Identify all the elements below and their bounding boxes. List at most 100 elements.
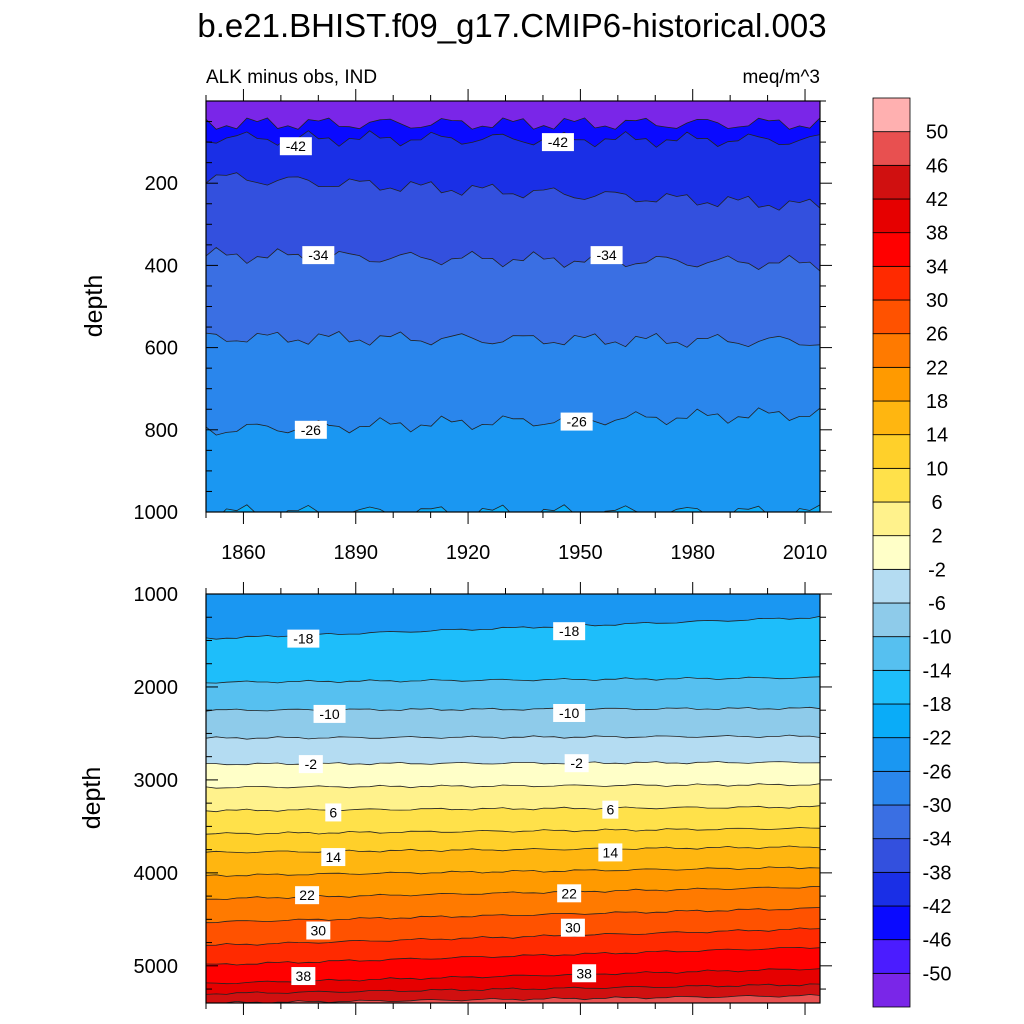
colorbar-label--10: -10 — [923, 627, 952, 649]
upper-y-axis-label: depth — [80, 275, 108, 338]
upper-y-tick-1000: 1000 — [134, 502, 179, 524]
upper-contour-label: -34 — [302, 246, 335, 265]
colorbar-label-26: 26 — [926, 324, 948, 346]
lower-contour--10 — [206, 734, 820, 740]
colorbar-label--34: -34 — [923, 829, 952, 851]
lower-contour--2 — [206, 783, 820, 789]
colorbar-box — [872, 770, 911, 806]
colorbar-box — [872, 568, 911, 604]
svg-text:-26: -26 — [301, 422, 321, 438]
upper-contour-label: -34 — [590, 246, 623, 265]
lower-contour-label: 6 — [602, 800, 619, 819]
colorbar-label-14: 14 — [926, 425, 948, 447]
upper-contour-label: -26 — [294, 420, 327, 439]
upper-y-tick-200: 200 — [145, 173, 178, 195]
colorbar-box — [872, 636, 911, 671]
svg-text:-34: -34 — [596, 247, 616, 263]
colorbar-label--22: -22 — [923, 728, 952, 750]
svg-text:-42: -42 — [548, 134, 568, 150]
colorbar-box — [872, 602, 911, 638]
colorbar-label-46: 46 — [926, 155, 948, 177]
svg-text:6: 6 — [606, 802, 614, 818]
colorbar-box — [872, 97, 911, 133]
colorbar-label--2: -2 — [928, 559, 946, 581]
svg-text:-26: -26 — [567, 414, 587, 430]
colorbar-label-42: 42 — [926, 189, 948, 211]
lower-y-tick-4000: 4000 — [134, 863, 179, 885]
lower-contour-38 — [206, 983, 820, 995]
lower-contour-label: -10 — [553, 703, 586, 722]
lower-contour-10 — [206, 845, 820, 854]
lower-contour-label: 38 — [572, 964, 597, 983]
x-tick-2010: 2010 — [783, 542, 828, 564]
colorbar-label-10: 10 — [926, 458, 948, 480]
colorbar-box — [872, 434, 911, 469]
x-tick-1860: 1860 — [221, 542, 266, 564]
upper-contour-label: -42 — [279, 137, 312, 156]
upper-contour--50 — [206, 117, 820, 130]
colorbar-box — [872, 703, 911, 739]
svg-text:30: 30 — [311, 922, 327, 938]
colorbar-label-6: 6 — [931, 492, 942, 514]
lower-contour--18 — [206, 676, 820, 684]
colorbar-box — [872, 366, 911, 402]
colorbar-label-18: 18 — [926, 391, 948, 413]
lower-contour-42 — [212, 994, 820, 1003]
lower-contour-label: -18 — [553, 622, 586, 641]
colorbar-label-2: 2 — [931, 526, 942, 548]
svg-text:22: 22 — [299, 887, 315, 903]
lower-y-tick-5000: 5000 — [134, 956, 179, 978]
lower-contour--14 — [206, 706, 820, 712]
colorbar-label--6: -6 — [928, 593, 946, 615]
colorbar-box — [872, 535, 911, 570]
svg-text:14: 14 — [603, 844, 619, 860]
svg-text:-18: -18 — [293, 631, 313, 647]
colorbar-box — [872, 265, 911, 301]
colorbar-label-38: 38 — [926, 223, 948, 245]
lower-panel: 1000 2000 3000 4000 5000 -18 -18 -10 -10 -2 -2 6 6 14… — [134, 582, 832, 1015]
colorbar-label--38: -38 — [923, 862, 952, 884]
lower-contour-label: 22 — [295, 886, 320, 905]
svg-text:22: 22 — [561, 885, 577, 901]
upper-y-tick-800: 800 — [145, 420, 178, 442]
upper-y-tick-600: 600 — [145, 338, 178, 360]
colorbar-label--30: -30 — [923, 795, 952, 817]
colorbar-box — [872, 501, 911, 537]
lower-contour-26 — [206, 927, 820, 946]
chart-title: b.e21.BHIST.f09_g17.CMIP6-historical.003 — [197, 7, 826, 44]
lower-y-tick-2000: 2000 — [134, 677, 179, 699]
subtitle-left: ALK minus obs, IND — [206, 67, 377, 88]
colorbar-box — [872, 669, 911, 705]
colorbar-label-30: 30 — [926, 290, 948, 312]
lower-contour-6 — [206, 827, 820, 835]
upper-contour--26 — [222, 504, 820, 512]
svg-text:-42: -42 — [286, 138, 306, 154]
lower-contour-2 — [206, 805, 820, 813]
colorbar-box — [872, 838, 911, 873]
colorbar-box — [872, 737, 911, 772]
colorbar-box — [872, 871, 911, 907]
lower-contour-label: -2 — [564, 754, 589, 773]
svg-text:38: 38 — [576, 965, 592, 981]
colorbar-label--42: -42 — [923, 896, 952, 918]
upper-contour--42 — [206, 172, 820, 211]
x-tick-1950: 1950 — [558, 542, 603, 564]
upper-band--22 — [223, 504, 820, 512]
colorbar-box — [872, 232, 911, 267]
colorbar-box — [872, 400, 911, 436]
lower-contour-label: 14 — [598, 843, 623, 862]
x-tick-1890: 1890 — [334, 542, 379, 564]
upper-panel: 200 400 600 800 1000 1860 1890 1920 1950 1980 2010… — [134, 89, 832, 564]
lower-y-tick-1000: 1000 — [134, 584, 179, 606]
svg-text:30: 30 — [565, 920, 581, 936]
x-tick-1980: 1980 — [670, 542, 715, 564]
svg-text:-18: -18 — [559, 623, 579, 639]
colorbar-box — [872, 299, 911, 335]
colorbar-box — [872, 939, 911, 974]
colorbar: -50-46-42-38-34-30-26-22-18-14-10-6-2261… — [872, 97, 952, 1008]
lower-band-46 — [215, 994, 820, 1003]
colorbar-box — [872, 131, 911, 166]
upper-contour--46 — [206, 130, 820, 148]
lower-contour-22 — [206, 907, 820, 924]
